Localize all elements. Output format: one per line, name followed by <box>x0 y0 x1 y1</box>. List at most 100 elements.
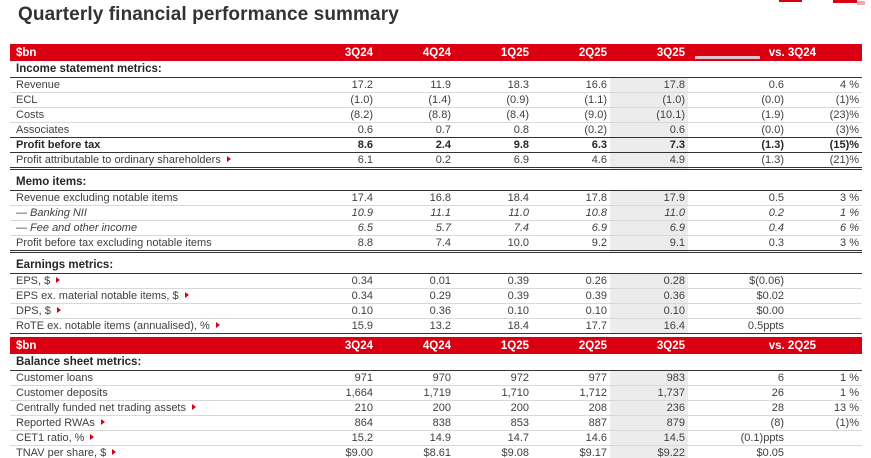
delta-cell: 0.4 <box>688 220 787 236</box>
value-cell: 972 <box>454 370 532 386</box>
section-header-row: Income statement metrics: <box>10 61 863 78</box>
header-highlight-strip <box>695 56 760 59</box>
delta-cell: (0.1)ppts <box>688 430 787 446</box>
hsbc-logo-fragment <box>857 1 865 5</box>
value-cell: 0.8 <box>454 122 532 138</box>
pct-cell: 1 % <box>787 385 863 401</box>
row-label: CET1 ratio, % <box>10 430 298 446</box>
row-label-text: Profit before tax excluding notable item… <box>16 237 212 249</box>
value-cell: 9.1 <box>610 235 688 253</box>
value-cell: 0.10 <box>532 303 610 319</box>
value-cell: (10.1) <box>610 107 688 123</box>
value-cell: 208 <box>532 400 610 416</box>
red-triangle-icon <box>215 322 220 329</box>
value-cell: 4.9 <box>610 152 688 170</box>
value-cell: 17.9 <box>610 190 688 206</box>
value-cell: 0.10 <box>454 303 532 319</box>
row-label: Revenue <box>10 77 298 93</box>
pct-cell: 13 % <box>787 400 863 416</box>
quarter-header: 4Q24 <box>376 44 454 61</box>
value-cell: 0.29 <box>376 288 454 304</box>
row-label: — Fee and other income <box>10 220 298 236</box>
hsbc-logo-fragment <box>779 0 802 2</box>
value-cell: 17.8 <box>532 190 610 206</box>
value-cell: 6.5 <box>298 220 376 236</box>
row-label-text: Costs <box>16 109 45 121</box>
quarter-header: 2Q25 <box>532 337 610 354</box>
pct-cell: (21)% <box>787 152 863 170</box>
red-triangle-icon <box>56 277 61 284</box>
value-cell: 971 <box>298 370 376 386</box>
table-row: Customer deposits 1,664 1,719 1,710 1,712 1,7… <box>10 385 863 401</box>
red-triangle-icon <box>56 307 61 314</box>
red-triangle-icon <box>112 449 117 456</box>
value-cell: 887 <box>532 415 610 431</box>
value-cell: 14.6 <box>532 430 610 446</box>
row-label: ECL <box>10 92 298 108</box>
pct-cell: 6 % <box>787 220 863 236</box>
value-cell: 2.4 <box>376 137 454 153</box>
value-cell: 17.8 <box>610 77 688 93</box>
value-cell: 14.5 <box>610 430 688 446</box>
value-cell: 0.34 <box>298 288 376 304</box>
value-cell: 14.7 <box>454 430 532 446</box>
pct-cell <box>787 273 863 289</box>
value-cell: 11.0 <box>610 205 688 221</box>
table-row: Profit before tax excluding notable item… <box>10 235 863 253</box>
value-cell: 18.4 <box>454 318 532 334</box>
quarter-header: 2Q25 <box>532 44 610 61</box>
table-row: TNAV per share, $ $9.00 $8.61 $9.08 $9.17 $9.… <box>10 445 863 458</box>
value-cell: 17.4 <box>298 190 376 206</box>
row-label-text: Profit attributable to ordinary sharehol… <box>16 154 221 166</box>
delta-cell: (1.3) <box>688 137 787 153</box>
table-row: Costs (8.2) (8.8) (8.4) (9.0) (10.1) (1.9) (23)… <box>10 107 863 123</box>
value-cell: 977 <box>532 370 610 386</box>
value-cell: $9.22 <box>610 445 688 458</box>
value-cell: 0.39 <box>532 288 610 304</box>
value-cell: 0.28 <box>610 273 688 289</box>
row-label: Profit attributable to ordinary sharehol… <box>10 152 298 170</box>
row-label-text: Revenue <box>16 79 61 91</box>
pct-cell: (3)% <box>787 122 863 138</box>
value-cell: 210 <box>298 400 376 416</box>
value-cell: 16.8 <box>376 190 454 206</box>
delta-cell: 0.5ppts <box>688 318 787 334</box>
value-cell: 6.3 <box>532 137 610 153</box>
delta-cell: (1.9) <box>688 107 787 123</box>
value-cell: 18.3 <box>454 77 532 93</box>
delta-cell: (0.0) <box>688 92 787 108</box>
value-cell: 10.9 <box>298 205 376 221</box>
row-label-text: — Banking NII <box>16 207 87 219</box>
table-row: RoTE ex. notable items (annualised), % 15… <box>10 318 863 334</box>
quarter-header: 3Q24 <box>298 337 376 354</box>
value-cell: 10.0 <box>454 235 532 253</box>
value-cell: 1,737 <box>610 385 688 401</box>
value-cell: 18.4 <box>454 190 532 206</box>
value-cell: 5.7 <box>376 220 454 236</box>
delta-cell: $0.00 <box>688 303 787 319</box>
table-row: Revenue excluding notable items 17.4 16.8 1… <box>10 190 863 206</box>
table-row: — Fee and other income 6.5 5.7 7.4 6.9 6.9 0.4… <box>10 220 863 236</box>
value-cell: 11.0 <box>454 205 532 221</box>
pct-cell: (15)% <box>787 137 863 153</box>
table-header-row: $bn 3Q24 4Q24 1Q25 2Q25 3Q25 vs. 2Q25 <box>10 337 863 354</box>
value-cell: (9.0) <box>532 107 610 123</box>
value-cell: 7.4 <box>454 220 532 236</box>
value-cell: 11.1 <box>376 205 454 221</box>
value-cell: 16.4 <box>610 318 688 334</box>
table-row: — Banking NII 10.9 11.1 11.0 10.8 11.0 0.2 1 % <box>10 205 863 221</box>
value-cell: $9.00 <box>298 445 376 458</box>
delta-cell: 6 <box>688 370 787 386</box>
table-row: EPS, $ 0.34 0.01 0.39 0.26 0.28 $(0.06) <box>10 273 863 289</box>
page-title: Quarterly financial performance summary <box>18 4 399 25</box>
quarter-header: 1Q25 <box>454 337 532 354</box>
row-label-text: RoTE ex. notable items (annualised), % <box>16 320 210 332</box>
row-label-text: Reported RWAs <box>16 417 95 429</box>
value-cell: $9.08 <box>454 445 532 458</box>
table-row: Profit before tax 8.6 2.4 9.8 6.3 7.3 (1.3) (15… <box>10 137 863 153</box>
pct-cell <box>787 288 863 304</box>
value-cell: 1,664 <box>298 385 376 401</box>
pct-cell <box>787 430 863 446</box>
table-row: ECL (1.0) (1.4) (0.9) (1.1) (1.0) (0.0) (1)% <box>10 92 863 108</box>
row-label-text: CET1 ratio, % <box>16 432 85 444</box>
